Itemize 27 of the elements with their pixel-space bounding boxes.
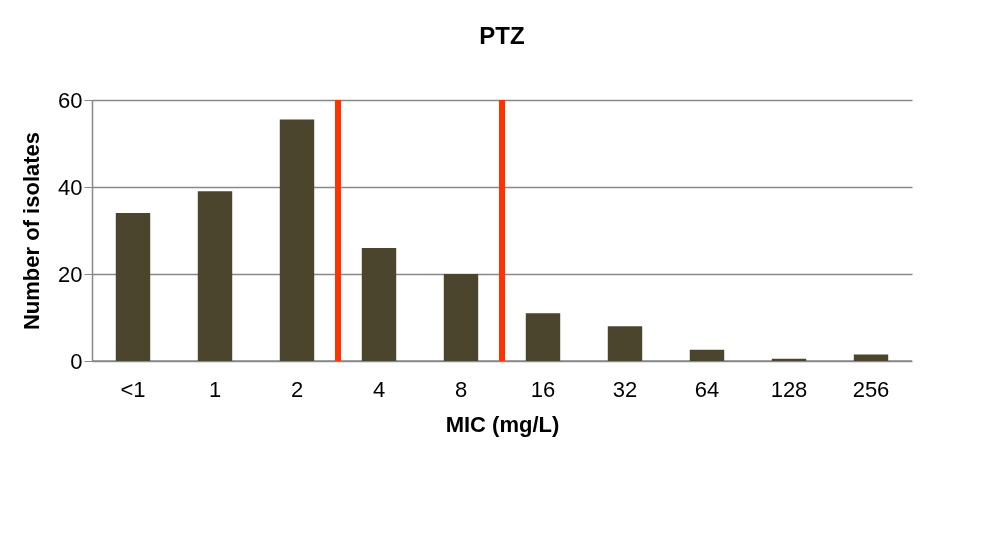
- bar: [689, 349, 725, 361]
- bar: [115, 213, 151, 361]
- bar: [525, 313, 561, 361]
- bar: [361, 247, 397, 361]
- bar: [443, 274, 479, 361]
- y-axis-title: Number of isolates: [19, 131, 45, 331]
- x-tick-label: 32: [612, 376, 638, 402]
- x-tick-label: 1: [208, 376, 222, 402]
- x-tick-label: 2: [290, 376, 304, 402]
- x-tick-label: 256: [852, 376, 890, 402]
- x-tick-label: 64: [694, 376, 720, 402]
- y-tick-label: 40: [58, 174, 83, 200]
- y-tick-label: 60: [58, 87, 83, 113]
- chart-title: PTZ: [479, 22, 525, 49]
- x-axis-title: MIC (mg/L): [445, 411, 560, 437]
- bar: [279, 119, 315, 361]
- y-tick-label: 20: [58, 261, 83, 287]
- bar: [607, 326, 643, 361]
- bar: [771, 358, 807, 361]
- bar: [853, 354, 889, 361]
- x-tick-label: 8: [454, 376, 468, 402]
- x-tick-label: <1: [120, 376, 146, 402]
- x-tick-label: 128: [770, 376, 808, 402]
- x-tick-label: 4: [372, 376, 386, 402]
- bar: [197, 191, 233, 361]
- x-tick-label: 16: [530, 376, 556, 402]
- y-tick-label: 0: [70, 348, 83, 374]
